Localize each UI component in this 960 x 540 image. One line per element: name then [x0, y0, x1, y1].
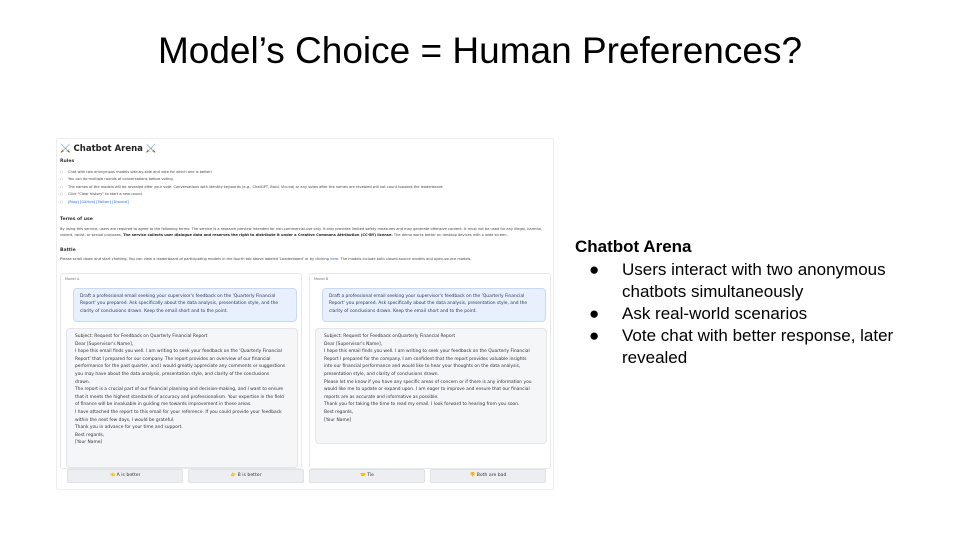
- terms-bold: The service collects user dialogue data …: [123, 233, 393, 237]
- summary-bullet: ● Vote chat with better response, later r…: [575, 325, 945, 369]
- response-line: I hope this email finds you well. I am w…: [75, 349, 282, 355]
- rule-item: You can do multiple rounds of conversati…: [60, 176, 540, 184]
- chatbot-arena-screenshot: ⚔️ Chatbot Arena ⚔️ Rules Chat with two …: [56, 138, 554, 490]
- model-a-response: Subject: Request for Feedback on Quarter…: [66, 328, 298, 468]
- response-line: Best regards,: [75, 432, 105, 438]
- response-line: The report is a crucial part of our fina…: [75, 387, 284, 393]
- terms-tail: The demo works better on desktop devices…: [393, 233, 508, 237]
- response-line: Thank you for taking the time to read my…: [324, 402, 520, 408]
- response-line: Dear [Supervisor's Name],: [324, 341, 383, 347]
- response-line: Subject: Request for Feedback on Quarter…: [75, 334, 208, 339]
- battle-text: Please scroll down and start chatting. Y…: [60, 256, 548, 262]
- response-line: Report I prepared for the company. I am …: [324, 356, 527, 362]
- response-line: within the next few days, I would be gra…: [75, 417, 175, 423]
- response-line: Please let me know if you have any speci…: [324, 379, 532, 385]
- bullet-text: Users interact with two anonymous chatbo…: [622, 260, 886, 301]
- bullet-glyph: ●: [589, 326, 600, 345]
- model-b-chat: Model B Draft a professional email seeki…: [309, 273, 551, 469]
- model-b-response: Subject: Request for Feedback onQuarterl…: [315, 328, 547, 444]
- response-line: I have attached the report to this email…: [75, 409, 282, 415]
- leaderboard-link[interactable]: here: [330, 257, 339, 261]
- response-line: Dear [Supervisor's Name],: [75, 341, 134, 347]
- response-line: reports are as accurate and informative …: [324, 394, 439, 400]
- social-links[interactable]: [Blog] [GitHub] [Twitter] [Discord]: [68, 199, 129, 204]
- model-a-chat: Model A Draft a professional email seeki…: [60, 273, 302, 469]
- user-prompt: Draft a professional email seeking your …: [322, 288, 546, 322]
- bullet-glyph: ●: [589, 304, 600, 323]
- rules-list: Chat with two anonymous models side-by-s…: [60, 169, 540, 206]
- user-prompt: Draft a professional email seeking your …: [73, 288, 297, 322]
- slide-title: Model’s Choice = Human Preferences?: [157, 30, 803, 71]
- response-line: presentation style, and clarity of concl…: [324, 371, 439, 377]
- response-line: Subject: Request for Feedback onQuarterl…: [324, 334, 456, 339]
- bullet-glyph: ●: [589, 260, 600, 279]
- response-line: [Your Name]: [324, 417, 352, 423]
- battle-heading: Battle: [60, 248, 76, 253]
- rule-item: Chat with two anonymous models side-by-s…: [60, 169, 540, 177]
- bullet-text: Ask real-world scenarios: [622, 304, 808, 323]
- vote-a-better-button[interactable]: 👈 A is better: [67, 469, 183, 483]
- vote-b-better-button[interactable]: 👉 B is better: [188, 469, 304, 483]
- bullet-text: Vote chat with better response, later re…: [622, 326, 894, 367]
- rule-item: The names of the models will be revealed…: [60, 184, 540, 192]
- rule-item: Click "Clear history" to start a new rou…: [60, 191, 540, 199]
- vote-both-bad-button[interactable]: 👎 Both are bad: [430, 469, 546, 483]
- response-line: [Your Name]: [75, 440, 103, 446]
- model-a-tag: Model A: [65, 277, 80, 281]
- response-line: Report' that I prepared for our company.…: [75, 356, 271, 362]
- model-b-tag: Model B: [314, 277, 329, 281]
- arena-title: ⚔️ Chatbot Arena ⚔️: [60, 144, 157, 154]
- response-line: you may have about the data analysis, pr…: [75, 371, 270, 377]
- rules-heading: Rules: [60, 159, 75, 164]
- terms-body: By using this service, users are require…: [60, 227, 543, 237]
- response-line: into our financial performance and would…: [324, 364, 521, 370]
- response-line: that it meets the highest standards of a…: [75, 394, 284, 400]
- response-line: of finance will be invaluable in guiding…: [75, 402, 252, 408]
- response-line: drawn.: [75, 379, 91, 385]
- response-line: performance for the past quarter, and I …: [75, 364, 286, 370]
- terms-heading: Terms of use: [60, 217, 93, 222]
- vote-tie-button[interactable]: 🤝 Tie: [309, 469, 425, 483]
- summary-bullet: ● Ask real-world scenarios: [575, 303, 945, 325]
- summary-bullets: ● Users interact with two anonymous chatb…: [575, 259, 945, 369]
- response-line: Thank you in advance for your time and s…: [75, 425, 183, 431]
- response-line: I hope this email finds you well. I am w…: [324, 349, 530, 355]
- battle-body: Please scroll down and start chatting. Y…: [60, 257, 329, 261]
- terms-text: By using this service, users are require…: [60, 226, 548, 238]
- chatbot-arena-summary: Chatbot Arena ● Users interact with two a…: [575, 237, 945, 369]
- battle-tail: . The models include both closed-source …: [338, 257, 472, 261]
- summary-bullet: ● Users interact with two anonymous chatb…: [575, 259, 945, 303]
- response-line: Best regards,: [324, 409, 354, 415]
- response-line: would like me to update or expand upon. …: [324, 387, 530, 393]
- rule-links[interactable]: [Blog] [GitHub] [Twitter] [Discord]: [60, 199, 540, 207]
- summary-heading: Chatbot Arena: [575, 237, 692, 256]
